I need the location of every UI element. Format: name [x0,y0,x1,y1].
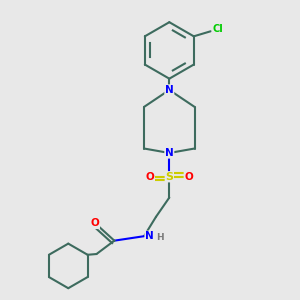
Text: S: S [165,172,173,182]
Text: Cl: Cl [212,24,223,34]
Text: H: H [157,232,164,242]
Text: O: O [146,172,154,182]
Text: N: N [145,231,154,241]
Text: N: N [165,148,174,158]
Text: N: N [165,85,174,95]
Text: O: O [91,218,99,228]
Text: O: O [184,172,193,182]
